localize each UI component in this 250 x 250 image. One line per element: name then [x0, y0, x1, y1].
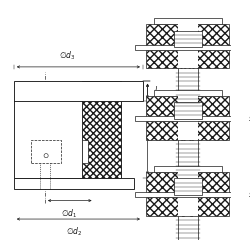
Text: $\varnothing d_3$: $\varnothing d_3$ — [58, 50, 75, 62]
Bar — [135, 116, 240, 121]
Bar — [174, 102, 202, 119]
Bar — [178, 121, 198, 140]
Bar — [178, 96, 198, 119]
Bar — [154, 90, 222, 96]
Bar — [135, 192, 240, 197]
Bar — [154, 18, 222, 24]
Text: $l_1$: $l_1$ — [154, 123, 162, 136]
Bar — [178, 197, 198, 250]
Bar — [178, 50, 198, 103]
Bar — [146, 24, 230, 47]
Bar — [146, 121, 230, 140]
Text: $\varnothing d_1$: $\varnothing d_1$ — [61, 208, 77, 220]
Bar — [146, 172, 230, 195]
Bar — [178, 121, 198, 175]
Bar — [31, 140, 61, 162]
Bar — [174, 178, 202, 195]
Bar — [14, 81, 143, 102]
Bar — [14, 178, 134, 189]
Bar — [146, 96, 230, 119]
Bar — [146, 197, 230, 216]
Text: $\varnothing d_2$: $\varnothing d_2$ — [66, 226, 82, 238]
Bar — [14, 102, 82, 178]
Text: S: S — [249, 116, 250, 122]
Bar — [178, 197, 198, 216]
Bar — [82, 140, 87, 162]
Bar — [178, 50, 198, 68]
Bar — [174, 31, 202, 47]
Ellipse shape — [44, 154, 48, 158]
Bar — [146, 50, 230, 68]
Bar — [154, 166, 222, 172]
Text: $l_2$: $l_2$ — [154, 85, 162, 97]
Text: S: S — [249, 192, 250, 198]
Bar — [135, 45, 240, 50]
Bar — [82, 81, 121, 178]
Bar — [178, 172, 198, 195]
Bar — [178, 24, 198, 47]
